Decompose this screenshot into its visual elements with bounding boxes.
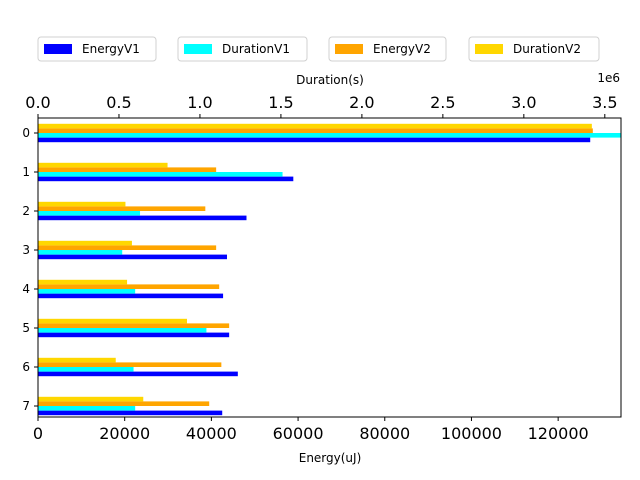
legend: EnergyV1 DurationV1 EnergyV2 DurationV2	[37, 36, 600, 62]
bar-energyv2-5	[38, 323, 230, 328]
bar-durationv1-4	[38, 289, 136, 294]
legend-swatch	[44, 44, 72, 54]
bar-durationv2-0	[38, 123, 592, 129]
legend-frame	[177, 36, 308, 62]
legend-frame	[328, 36, 447, 62]
top-tick-label: 1.0	[187, 93, 212, 112]
bar-energyv1-1	[38, 176, 294, 182]
left-tick-label: 5	[22, 321, 30, 335]
legend-entry-durationv1: DurationV1	[177, 36, 308, 62]
legend-entry-durationv2: DurationV2	[468, 36, 600, 62]
bar-durationv2-5	[38, 318, 187, 324]
left-tick-label: 0	[22, 126, 30, 140]
bars	[38, 123, 621, 416]
axis-labels: Duration(s) 1e6 Energy(uJ)	[296, 71, 620, 465]
top-tick-label: 2.0	[349, 93, 374, 112]
bar-energyv2-3	[38, 245, 217, 250]
top-axis-title: Duration(s)	[296, 73, 364, 87]
bottom-tick-label: 20000	[99, 424, 150, 443]
bar-energyv1-7	[38, 410, 223, 416]
bar-energyv2-2	[38, 206, 206, 211]
bar-energyv1-3	[38, 254, 227, 260]
left-tick-label: 6	[22, 360, 30, 374]
bottom-tick-label: 120000	[528, 424, 589, 443]
top-tick-label: 0.5	[106, 93, 131, 112]
bar-durationv2-4	[38, 279, 128, 285]
bar-durationv2-3	[38, 240, 132, 246]
legend-label: EnergyV2	[373, 42, 431, 56]
left-tick-label: 7	[22, 399, 30, 413]
top-tick-label: 3.0	[511, 93, 536, 112]
bar-durationv2-7	[38, 396, 144, 402]
legend-swatch	[335, 44, 363, 54]
left-tick-label: 1	[22, 165, 30, 179]
bottom-tick-label: 100000	[441, 424, 502, 443]
bar-durationv2-6	[38, 357, 116, 363]
bar-energyv2-4	[38, 284, 220, 289]
legend-label: DurationV2	[513, 42, 581, 56]
bar-durationv1-5	[38, 328, 207, 333]
left-tick-label: 4	[22, 282, 30, 296]
bar-energyv2-7	[38, 401, 210, 406]
top-tick-label: 2.5	[430, 93, 455, 112]
bar-durationv1-6	[38, 367, 134, 372]
bar-energyv2-1	[38, 167, 217, 172]
legend-frame	[468, 36, 600, 62]
bar-durationv2-1	[38, 162, 168, 168]
bar-durationv1-2	[38, 211, 141, 216]
legend-label: EnergyV1	[82, 42, 140, 56]
legend-swatch	[475, 44, 503, 54]
bottom-axis-title: Energy(uJ)	[299, 451, 362, 465]
bottom-tick-label: 0	[33, 424, 43, 443]
plot-frame	[37, 117, 622, 418]
bar-energyv2-6	[38, 362, 222, 367]
bottom-tick-label: 60000	[273, 424, 324, 443]
bar-durationv1-0	[38, 133, 621, 138]
bar-durationv1-3	[38, 250, 123, 255]
bar-energyv1-0	[38, 137, 591, 143]
bar-energyv1-2	[38, 215, 247, 221]
bar-energyv1-6	[38, 371, 238, 377]
bottom-tick-label: 80000	[359, 424, 410, 443]
bar-durationv2-2	[38, 201, 126, 207]
bar-energyv1-4	[38, 293, 224, 299]
bottom-tick-label: 40000	[186, 424, 237, 443]
legend-entry-energyv2: EnergyV2	[328, 36, 447, 62]
top-tick-label: 0.0	[25, 93, 50, 112]
legend-frame	[37, 36, 157, 62]
legend-swatch	[184, 44, 212, 54]
legend-entry-energyv1: EnergyV1	[37, 36, 157, 62]
top-axis-offset-label: 1e6	[597, 71, 620, 85]
top-tick-label: 3.5	[592, 93, 617, 112]
bar-durationv1-7	[38, 406, 136, 411]
legend-label: DurationV1	[222, 42, 290, 56]
bar-durationv1-1	[38, 172, 283, 177]
bar-energyv2-0	[38, 128, 593, 133]
bar-energyv1-5	[38, 332, 230, 338]
top-tick-label: 1.5	[268, 93, 293, 112]
left-tick-label: 3	[22, 243, 30, 257]
left-tick-label: 2	[22, 204, 30, 218]
